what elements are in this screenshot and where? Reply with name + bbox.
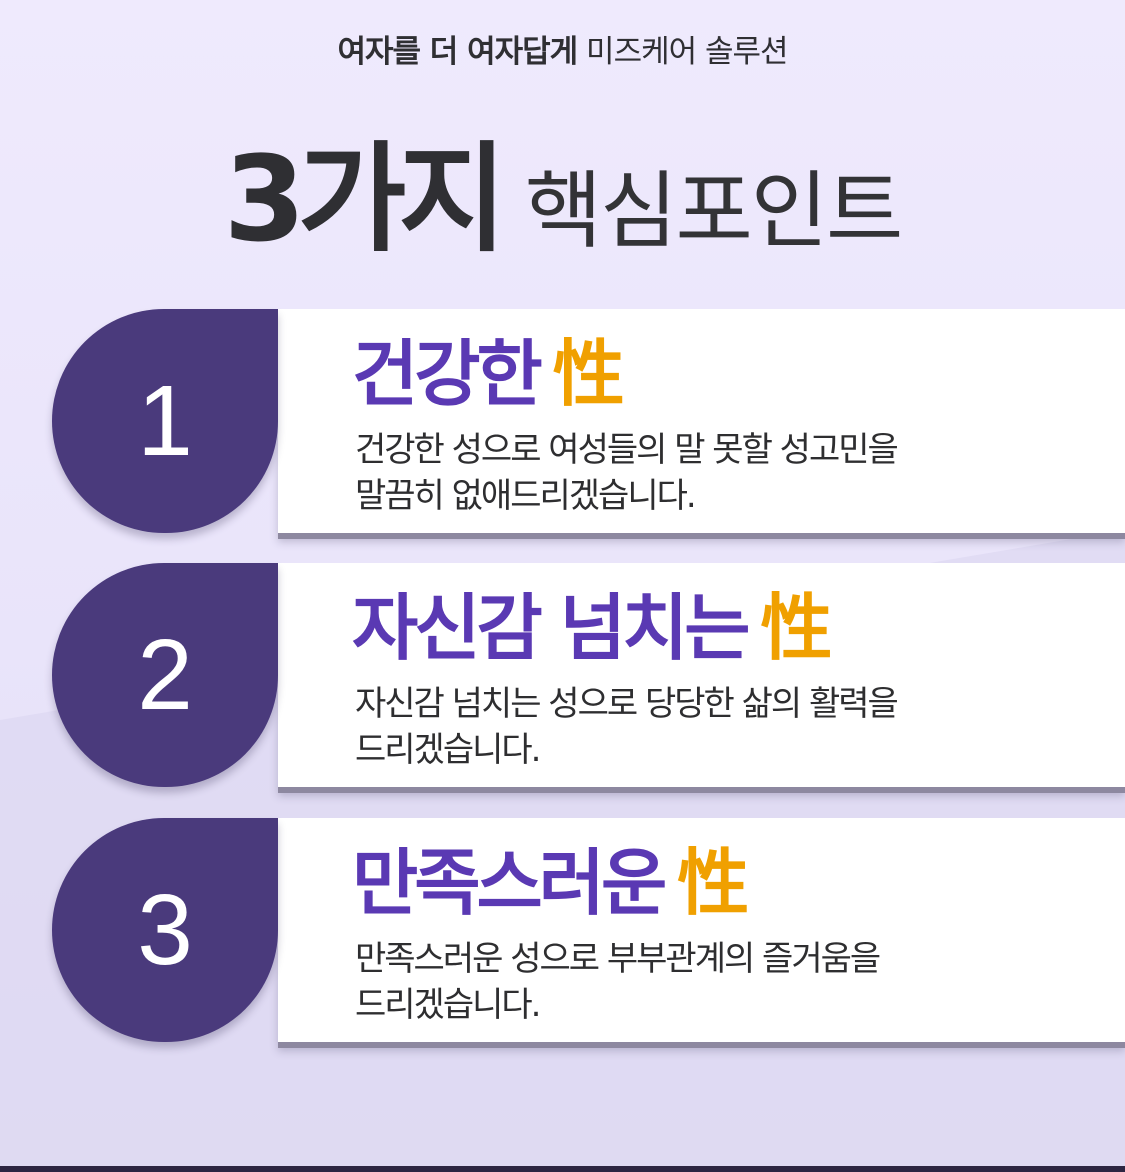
title-light: 핵심포인트 (524, 162, 903, 260)
point-panel (278, 309, 1125, 533)
point-title: 건강한 性 (352, 331, 625, 417)
point-title-text: 건강한 (352, 332, 543, 416)
header: 여자를 더 여자답게 미즈케어 솔루션 (0, 28, 1125, 76)
point-description: 만족스러운 성으로 부부관계의 즐거움을 드리겠습니다. (355, 936, 975, 1028)
point-description: 자신감 넘치는 성으로 당당한 삶의 활력을 드리겠습니다. (355, 681, 975, 773)
subtitle-bold: 여자를 더 여자답게 (337, 34, 578, 70)
title-strong: 3가지 (223, 130, 507, 268)
point-number: 3 (137, 874, 193, 986)
point-description-line: 건강한 성으로 여성들의 말 못할 성고민을 (355, 430, 899, 470)
page-title: 3가지 핵심포인트 (0, 103, 1125, 274)
point-title: 만족스러운 性 (352, 840, 749, 926)
subtitle-light: 미즈케어 솔루션 (586, 34, 788, 70)
point-card-1: 1 건강한 性 건강한 성으로 여성들의 말 못할 성고민을 말끔히 없애드리겠습… (52, 309, 1125, 533)
point-description-line: 드리겠습니다. (355, 730, 542, 770)
subtitle: 여자를 더 여자답게 미즈케어 솔루션 (0, 28, 1125, 76)
point-description: 건강한 성으로 여성들의 말 못할 성고민을 말끔히 없애드리겠습니다. (355, 427, 975, 519)
point-card-3: 3 만족스러운 性 만족스러운 성으로 부부관계의 즐거움을 드리겠습니다. (52, 818, 1125, 1042)
point-title: 자신감 넘치는 性 (352, 585, 833, 671)
point-title-highlight: 性 (677, 841, 750, 925)
point-title-highlight: 性 (552, 332, 625, 416)
point-title-highlight: 性 (760, 586, 833, 670)
point-number: 1 (137, 365, 193, 477)
point-panel (278, 818, 1125, 1042)
point-description-line: 만족스러운 성으로 부부관계의 즐거움을 (355, 939, 881, 979)
point-description-line: 말끔히 없애드리겠습니다. (355, 476, 697, 516)
number-badge (52, 818, 278, 1042)
point-title-text: 만족스러운 (352, 841, 667, 925)
point-description-line: 드리겠습니다. (355, 985, 542, 1025)
number-badge (52, 563, 278, 787)
point-card-2: 2 자신감 넘치는 性 자신감 넘치는 성으로 당당한 삶의 활력을 드리겠습니다… (52, 563, 1125, 787)
number-badge (52, 309, 278, 533)
point-panel (278, 563, 1125, 787)
bottom-divider (0, 1166, 1125, 1172)
point-number: 2 (137, 619, 193, 731)
point-title-text: 자신감 넘치는 (352, 586, 751, 670)
point-description-line: 자신감 넘치는 성으로 당당한 삶의 활력을 (355, 684, 899, 724)
